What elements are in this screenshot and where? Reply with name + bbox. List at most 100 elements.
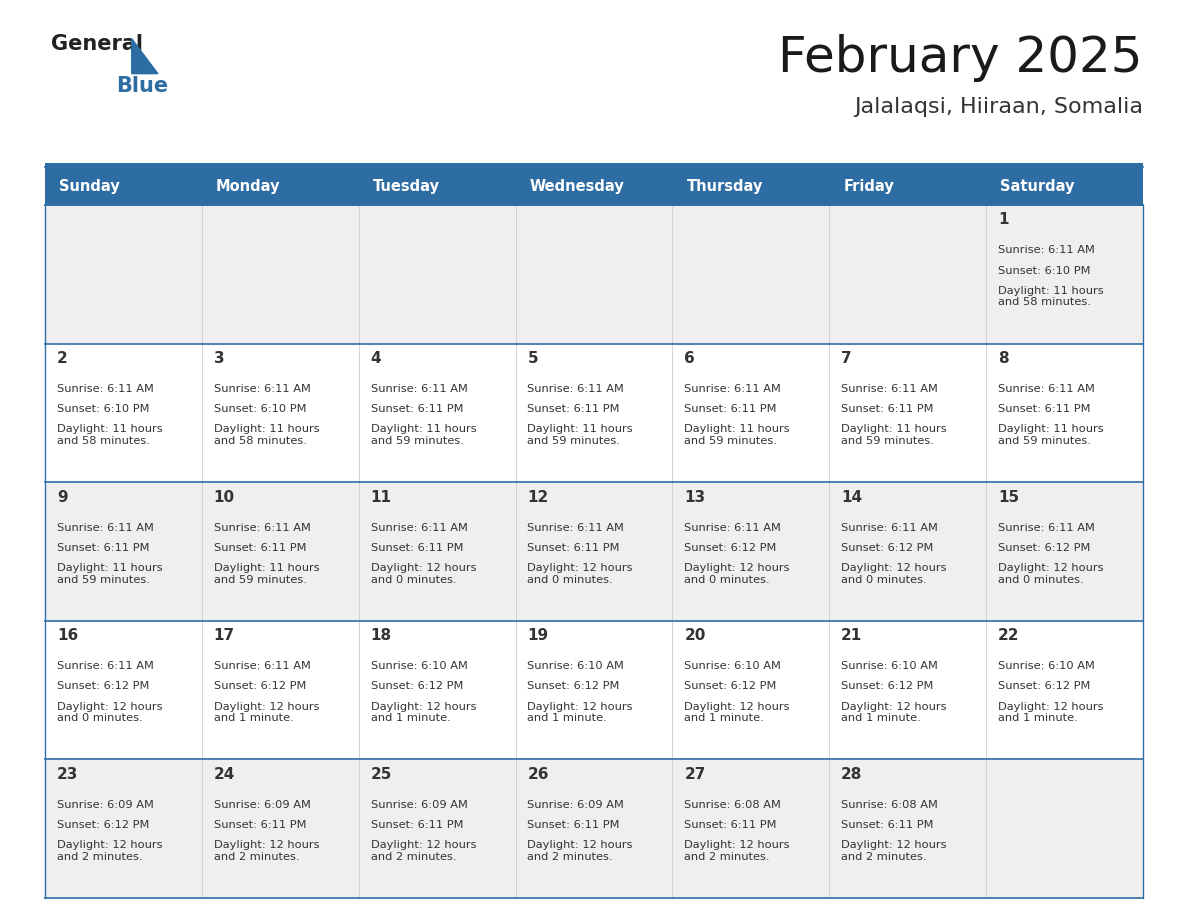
Text: 9: 9	[57, 489, 68, 505]
Text: 6: 6	[684, 351, 695, 366]
Text: Sunset: 6:12 PM: Sunset: 6:12 PM	[57, 681, 150, 691]
Text: 18: 18	[371, 628, 392, 644]
Text: Sunset: 6:11 PM: Sunset: 6:11 PM	[214, 820, 307, 830]
Text: Friday: Friday	[843, 178, 895, 194]
Text: Sunday: Sunday	[59, 178, 120, 194]
Text: Daylight: 12 hours
and 2 minutes.: Daylight: 12 hours and 2 minutes.	[214, 840, 320, 862]
Polygon shape	[132, 39, 158, 73]
Text: Daylight: 11 hours
and 59 minutes.: Daylight: 11 hours and 59 minutes.	[57, 563, 163, 585]
Text: Sunset: 6:11 PM: Sunset: 6:11 PM	[684, 820, 777, 830]
Text: Sunset: 6:12 PM: Sunset: 6:12 PM	[841, 681, 934, 691]
Text: 3: 3	[214, 351, 225, 366]
Text: 12: 12	[527, 489, 549, 505]
Text: Daylight: 12 hours
and 1 minute.: Daylight: 12 hours and 1 minute.	[527, 701, 633, 723]
Text: 11: 11	[371, 489, 392, 505]
Text: 19: 19	[527, 628, 549, 644]
Text: Sunset: 6:11 PM: Sunset: 6:11 PM	[841, 404, 934, 414]
Text: Daylight: 12 hours
and 1 minute.: Daylight: 12 hours and 1 minute.	[684, 701, 790, 723]
Text: Daylight: 11 hours
and 59 minutes.: Daylight: 11 hours and 59 minutes.	[527, 424, 633, 446]
Text: Thursday: Thursday	[687, 178, 763, 194]
Text: Sunset: 6:11 PM: Sunset: 6:11 PM	[57, 543, 150, 553]
Text: Sunrise: 6:11 AM: Sunrise: 6:11 AM	[998, 384, 1095, 394]
Text: Sunset: 6:12 PM: Sunset: 6:12 PM	[684, 543, 777, 553]
Text: Sunset: 6:11 PM: Sunset: 6:11 PM	[371, 404, 463, 414]
Text: Daylight: 11 hours
and 59 minutes.: Daylight: 11 hours and 59 minutes.	[998, 424, 1104, 446]
Text: Sunset: 6:11 PM: Sunset: 6:11 PM	[527, 404, 620, 414]
Text: Sunrise: 6:10 AM: Sunrise: 6:10 AM	[998, 661, 1095, 671]
Text: 17: 17	[214, 628, 235, 644]
Text: Daylight: 12 hours
and 1 minute.: Daylight: 12 hours and 1 minute.	[998, 701, 1104, 723]
Text: 13: 13	[684, 489, 706, 505]
Text: Sunrise: 6:11 AM: Sunrise: 6:11 AM	[214, 384, 310, 394]
Text: Sunrise: 6:11 AM: Sunrise: 6:11 AM	[57, 384, 153, 394]
Text: Daylight: 12 hours
and 1 minute.: Daylight: 12 hours and 1 minute.	[214, 701, 320, 723]
Text: Daylight: 11 hours
and 59 minutes.: Daylight: 11 hours and 59 minutes.	[684, 424, 790, 446]
Bar	[45, 163, 1143, 167]
Text: Sunset: 6:12 PM: Sunset: 6:12 PM	[841, 543, 934, 553]
Text: Sunrise: 6:08 AM: Sunrise: 6:08 AM	[684, 800, 782, 810]
Text: Daylight: 11 hours
and 59 minutes.: Daylight: 11 hours and 59 minutes.	[841, 424, 947, 446]
Text: Sunset: 6:12 PM: Sunset: 6:12 PM	[57, 820, 150, 830]
Text: 15: 15	[998, 489, 1019, 505]
Text: Jalalaqsi, Hiiraan, Somalia: Jalalaqsi, Hiiraan, Somalia	[854, 96, 1143, 117]
Text: Sunset: 6:11 PM: Sunset: 6:11 PM	[684, 404, 777, 414]
Text: 24: 24	[214, 767, 235, 782]
Text: 8: 8	[998, 351, 1009, 366]
Text: Sunrise: 6:11 AM: Sunrise: 6:11 AM	[57, 661, 153, 671]
Text: Sunrise: 6:11 AM: Sunrise: 6:11 AM	[214, 522, 310, 532]
Text: Sunrise: 6:09 AM: Sunrise: 6:09 AM	[527, 800, 625, 810]
Text: Daylight: 12 hours
and 0 minutes.: Daylight: 12 hours and 0 minutes.	[841, 563, 947, 585]
Text: 22: 22	[998, 628, 1019, 644]
Bar	[45, 343, 1143, 482]
Text: 20: 20	[684, 628, 706, 644]
Text: Daylight: 12 hours
and 2 minutes.: Daylight: 12 hours and 2 minutes.	[527, 840, 633, 862]
Text: Monday: Monday	[216, 178, 280, 194]
Text: Sunrise: 6:08 AM: Sunrise: 6:08 AM	[841, 800, 939, 810]
Text: Daylight: 11 hours
and 59 minutes.: Daylight: 11 hours and 59 minutes.	[371, 424, 476, 446]
Text: Sunrise: 6:09 AM: Sunrise: 6:09 AM	[214, 800, 310, 810]
Text: 23: 23	[57, 767, 78, 782]
Text: Sunset: 6:12 PM: Sunset: 6:12 PM	[684, 681, 777, 691]
Text: Daylight: 12 hours
and 0 minutes.: Daylight: 12 hours and 0 minutes.	[684, 563, 790, 585]
Text: Sunrise: 6:11 AM: Sunrise: 6:11 AM	[214, 661, 310, 671]
Text: Blue: Blue	[116, 76, 169, 96]
Text: Sunset: 6:12 PM: Sunset: 6:12 PM	[998, 681, 1091, 691]
Text: 4: 4	[371, 351, 381, 366]
Text: Daylight: 12 hours
and 2 minutes.: Daylight: 12 hours and 2 minutes.	[841, 840, 947, 862]
Text: 10: 10	[214, 489, 235, 505]
Text: Sunrise: 6:11 AM: Sunrise: 6:11 AM	[998, 245, 1095, 255]
Text: Daylight: 11 hours
and 59 minutes.: Daylight: 11 hours and 59 minutes.	[214, 563, 320, 585]
Text: Sunrise: 6:11 AM: Sunrise: 6:11 AM	[684, 384, 782, 394]
Text: Sunset: 6:11 PM: Sunset: 6:11 PM	[371, 820, 463, 830]
Text: 25: 25	[371, 767, 392, 782]
Text: 16: 16	[57, 628, 78, 644]
Text: Sunrise: 6:09 AM: Sunrise: 6:09 AM	[57, 800, 153, 810]
Text: 27: 27	[684, 767, 706, 782]
Text: Sunrise: 6:10 AM: Sunrise: 6:10 AM	[841, 661, 939, 671]
Text: Daylight: 12 hours
and 0 minutes.: Daylight: 12 hours and 0 minutes.	[57, 701, 163, 723]
Text: 28: 28	[841, 767, 862, 782]
Text: Sunrise: 6:10 AM: Sunrise: 6:10 AM	[684, 661, 782, 671]
Text: General: General	[51, 34, 143, 54]
Text: February 2025: February 2025	[778, 34, 1143, 83]
Text: Daylight: 12 hours
and 2 minutes.: Daylight: 12 hours and 2 minutes.	[684, 840, 790, 862]
Text: Sunrise: 6:11 AM: Sunrise: 6:11 AM	[684, 522, 782, 532]
Text: Daylight: 12 hours
and 1 minute.: Daylight: 12 hours and 1 minute.	[841, 701, 947, 723]
Text: Sunset: 6:12 PM: Sunset: 6:12 PM	[998, 543, 1091, 553]
Text: Sunrise: 6:11 AM: Sunrise: 6:11 AM	[998, 522, 1095, 532]
Bar	[45, 621, 1143, 759]
Text: Sunrise: 6:11 AM: Sunrise: 6:11 AM	[57, 522, 153, 532]
Bar	[45, 759, 1143, 898]
Text: Sunrise: 6:10 AM: Sunrise: 6:10 AM	[527, 661, 625, 671]
Text: Daylight: 11 hours
and 58 minutes.: Daylight: 11 hours and 58 minutes.	[998, 285, 1104, 308]
Text: Sunset: 6:11 PM: Sunset: 6:11 PM	[841, 820, 934, 830]
Text: Sunrise: 6:11 AM: Sunrise: 6:11 AM	[841, 384, 939, 394]
Text: Daylight: 12 hours
and 1 minute.: Daylight: 12 hours and 1 minute.	[371, 701, 476, 723]
Text: Daylight: 12 hours
and 0 minutes.: Daylight: 12 hours and 0 minutes.	[371, 563, 476, 585]
Text: 5: 5	[527, 351, 538, 366]
Text: Sunset: 6:11 PM: Sunset: 6:11 PM	[527, 543, 620, 553]
Text: Sunrise: 6:11 AM: Sunrise: 6:11 AM	[841, 522, 939, 532]
Text: Sunset: 6:11 PM: Sunset: 6:11 PM	[998, 404, 1091, 414]
Text: 21: 21	[841, 628, 862, 644]
Text: Daylight: 12 hours
and 2 minutes.: Daylight: 12 hours and 2 minutes.	[371, 840, 476, 862]
